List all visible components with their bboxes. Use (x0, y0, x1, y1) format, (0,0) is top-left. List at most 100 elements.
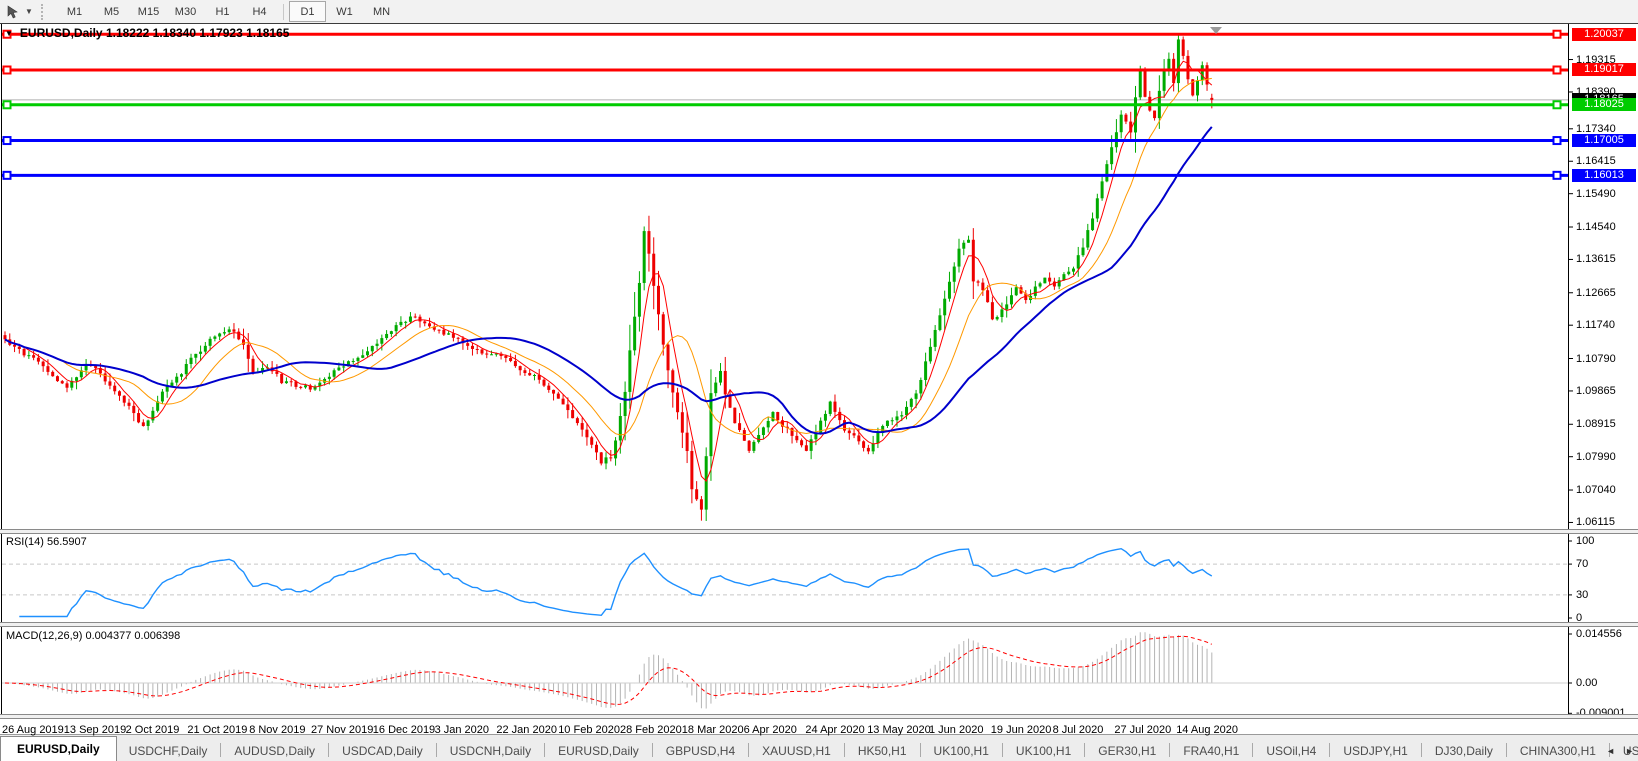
chart-title-text: EURUSD,Daily 1.18222 1.18340 1.17923 1.1… (19, 26, 290, 40)
chart-tab-usoil-h1[interactable]: USOil,H1 (1622, 743, 1638, 758)
chart-tab-ger30-h1[interactable]: GER30,H1 (1098, 743, 1157, 758)
moving-average-line (4, 60, 1213, 482)
chart-tab-hk50-h1[interactable]: HK50,H1 (857, 743, 907, 758)
line-handle[interactable] (1552, 29, 1562, 39)
chart-tab-eurusd-daily[interactable]: EURUSD,Daily (0, 736, 117, 761)
expand-arrow-icon[interactable]: ▼ (5, 28, 13, 38)
price-tick-label: 1.07040 (1576, 484, 1616, 497)
price-tick-label: 1.10790 (1576, 352, 1616, 365)
line-handle[interactable] (1552, 65, 1562, 75)
chart-tab-eurusd-daily[interactable]: EURUSD,Daily (558, 743, 639, 758)
rsi-axis-label: 70 (1576, 558, 1589, 571)
rsi-axis-label: 30 (1576, 588, 1589, 601)
line-handle[interactable] (1552, 136, 1562, 146)
price-tick-label: 1.19315 (1576, 53, 1616, 66)
pointer-arrow-icon (7, 4, 18, 18)
panel-divider[interactable] (0, 622, 1638, 627)
timeframe-button-h4[interactable]: H4 (252, 5, 267, 18)
date-label: 1 Jun 2020 (929, 724, 984, 736)
macd-axis-label: 0.00 (1576, 677, 1598, 689)
date-label: 2 Oct 2019 (125, 724, 180, 736)
date-label: 24 Apr 2020 (805, 724, 865, 736)
date-label: 19 Jun 2020 (990, 724, 1052, 736)
tab-divider (1084, 743, 1086, 757)
timeframe-button-m1[interactable]: M1 (66, 5, 83, 18)
timeframe-button-h1[interactable]: H1 (215, 5, 230, 18)
timeframe-button-m5[interactable]: M5 (103, 5, 120, 18)
chart-tab-usdchf-daily[interactable]: USDCHF,Daily (128, 743, 208, 758)
price-tick-label: 1.09865 (1576, 384, 1616, 397)
rsi-indicator-label: RSI(14) 56.5907 (6, 536, 87, 548)
chart-canvas[interactable] (0, 24, 1638, 736)
macd-axis-label: 0.014556 (1576, 628, 1622, 640)
date-label: 10 Feb 2020 (558, 724, 620, 736)
line-handle[interactable] (2, 65, 12, 75)
tab-scroll-left-icon[interactable]: ◄ (1606, 746, 1616, 756)
tab-divider (544, 743, 546, 757)
chart-tab-audusd-daily[interactable]: AUDUSD,Daily (234, 743, 316, 758)
cursor-tool-icon[interactable] (3, 2, 23, 21)
line-handle[interactable] (1552, 100, 1562, 110)
horizontal-line-objects[interactable] (2, 29, 1568, 180)
chart-shift-marker[interactable] (1210, 27, 1222, 34)
date-label: 14 Aug 2020 (1176, 724, 1238, 736)
price-tick-label: 1.12665 (1576, 286, 1616, 299)
candles (3, 34, 1214, 521)
moving-average-line (4, 126, 1213, 435)
panel-divider[interactable] (0, 714, 1638, 719)
chart-tab-usdcnh-daily[interactable]: USDCNH,Daily (449, 743, 532, 758)
date-label: 28 Feb 2020 (620, 724, 682, 736)
date-label: 3 Jan 2020 (434, 724, 490, 736)
date-label: 18 Mar 2020 (681, 724, 744, 736)
chart-tab-usoil-h4[interactable]: USOil,H4 (1266, 743, 1317, 758)
toolbar-grip (41, 3, 48, 20)
chart-tabs: EURUSD,Daily USDCHF,Daily AUDUSD,Daily USDC… (0, 735, 1638, 761)
line-handle[interactable] (2, 170, 12, 180)
line-handle[interactable] (2, 29, 12, 39)
chart-tab-xauusd-h1[interactable]: XAUUSD,H1 (762, 743, 831, 758)
chart-tab-usdjpy-h1[interactable]: USDJPY,H1 (1343, 743, 1408, 758)
date-label: 27 Jul 2020 (1114, 724, 1172, 736)
chart-tab-uk100-h1[interactable]: UK100,H1 (933, 743, 989, 758)
panel-divider[interactable] (0, 529, 1638, 534)
macd-histogram (9, 632, 1213, 709)
timeframe-button-w1[interactable]: W1 (336, 5, 353, 18)
chart-tab-usdcad-daily[interactable]: USDCAD,Daily (342, 743, 423, 758)
timeframe-button-m30[interactable]: M30 (174, 5, 197, 18)
price-badge: 1.19017 (1572, 63, 1636, 77)
line-handle[interactable] (1552, 170, 1562, 180)
tab-divider (328, 743, 330, 757)
tab-divider (843, 743, 845, 757)
date-label: 13 Sep 2019 (63, 724, 127, 736)
timeframe-button-d1[interactable]: D1 (289, 1, 326, 22)
price-tick-label: 1.14540 (1576, 220, 1616, 233)
price-tick-label: 1.07990 (1576, 450, 1616, 463)
chart-title: ▼ EURUSD,Daily 1.18222 1.18340 1.17923 1… (5, 26, 289, 40)
price-tick-label: 1.15490 (1576, 187, 1616, 200)
chart-tab-gbpusd-h4[interactable]: GBPUSD,H4 (665, 743, 736, 758)
tab-scroll-right-icon[interactable]: ► (1625, 746, 1634, 756)
chart-tab-dj30-daily[interactable]: DJ30,Daily (1434, 743, 1493, 758)
chart-tab-china300-h1[interactable]: CHINA300,H1 (1519, 743, 1596, 758)
line-handle[interactable] (2, 136, 12, 146)
moving-average-line (4, 77, 1212, 436)
price-badge: 1.18025 (1572, 98, 1636, 112)
chart-tab-fra40-h1[interactable]: FRA40,H1 (1183, 743, 1240, 758)
date-label: 16 Dec 2019 (372, 724, 436, 736)
tab-divider (919, 743, 921, 757)
timeframe-button-m15[interactable]: M15 (137, 5, 160, 18)
timeframe-button-mn[interactable]: MN (372, 5, 391, 18)
chart-tab-uk100-h1[interactable]: UK100,H1 (1015, 743, 1072, 758)
date-label: 26 Aug 2019 (2, 724, 64, 736)
price-tick-label: 1.16415 (1576, 155, 1616, 168)
date-label: 8 Jul 2020 (1052, 724, 1104, 736)
price-tick-label: 1.06115 (1576, 516, 1615, 529)
macd-indicator-label: MACD(12,26,9) 0.004377 0.006398 (6, 630, 181, 642)
date-label: 13 May 2020 (867, 724, 931, 736)
price-tick-label: 1.11740 (1576, 319, 1615, 332)
timeframe-buttons: M1 M5 M15 M30 H1 H4 D1 W1 MN (56, 1, 400, 22)
price-tick-label: 1.08915 (1576, 418, 1616, 431)
line-handle[interactable] (2, 100, 12, 110)
cursor-tool-dropdown-icon[interactable]: ▼ (25, 7, 33, 16)
date-label: 22 Jan 2020 (496, 724, 557, 736)
